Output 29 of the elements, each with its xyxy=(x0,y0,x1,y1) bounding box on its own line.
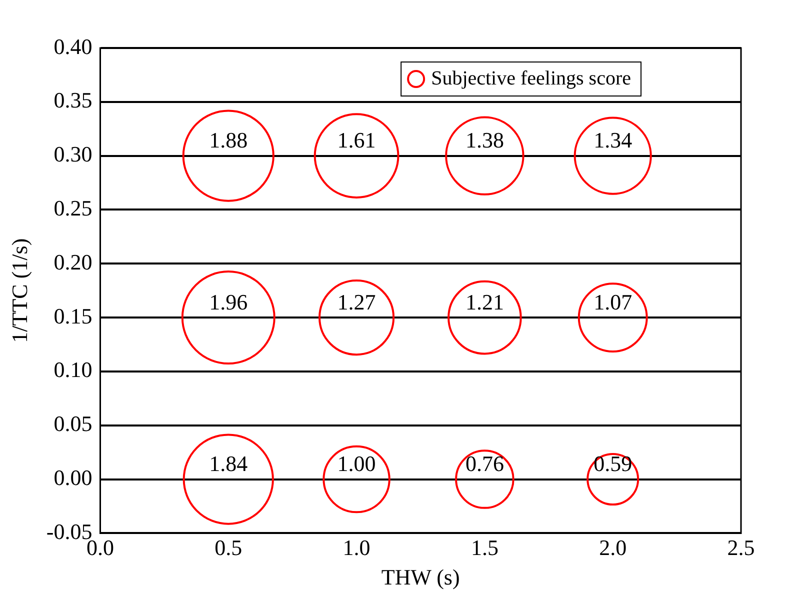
data-label: 0.59 xyxy=(594,451,632,476)
data-label: 1.96 xyxy=(209,289,248,314)
x-tick-label: 2.5 xyxy=(727,535,755,560)
data-label: 1.38 xyxy=(465,128,504,153)
x-tick-label: 1.0 xyxy=(342,535,370,560)
y-tick-label: 0.40 xyxy=(54,34,92,59)
y-axis-title: 1/TTC (1/s) xyxy=(6,238,32,343)
y-tick-label: 0.30 xyxy=(54,142,92,167)
data-label: 1.88 xyxy=(209,128,248,153)
x-tick-label: 2.0 xyxy=(599,535,627,560)
data-label: 1.27 xyxy=(337,289,376,314)
x-axis-title: THW (s) xyxy=(381,564,460,590)
y-tick-label: 0.15 xyxy=(54,303,92,328)
data-label: 1.07 xyxy=(594,289,632,314)
y-tick-label: 0.35 xyxy=(54,88,92,113)
data-label: 1.61 xyxy=(337,128,376,153)
data-label: 1.34 xyxy=(594,128,632,153)
x-tick-label: 1.5 xyxy=(470,535,498,560)
y-tick-label: 0.05 xyxy=(54,411,92,436)
y-tick-label: 0.20 xyxy=(54,249,92,274)
x-tick-label: 0.5 xyxy=(214,535,242,560)
data-label: 1.00 xyxy=(337,451,376,476)
data-label: 0.76 xyxy=(465,451,504,476)
data-label: 1.21 xyxy=(465,289,504,314)
y-tick-label: 0.25 xyxy=(54,196,92,221)
data-label: 1.84 xyxy=(209,451,248,476)
legend-label: Subjective feelings score xyxy=(431,67,632,90)
y-tick-label: 0.00 xyxy=(54,465,92,490)
y-tick-label: 0.10 xyxy=(54,357,92,382)
